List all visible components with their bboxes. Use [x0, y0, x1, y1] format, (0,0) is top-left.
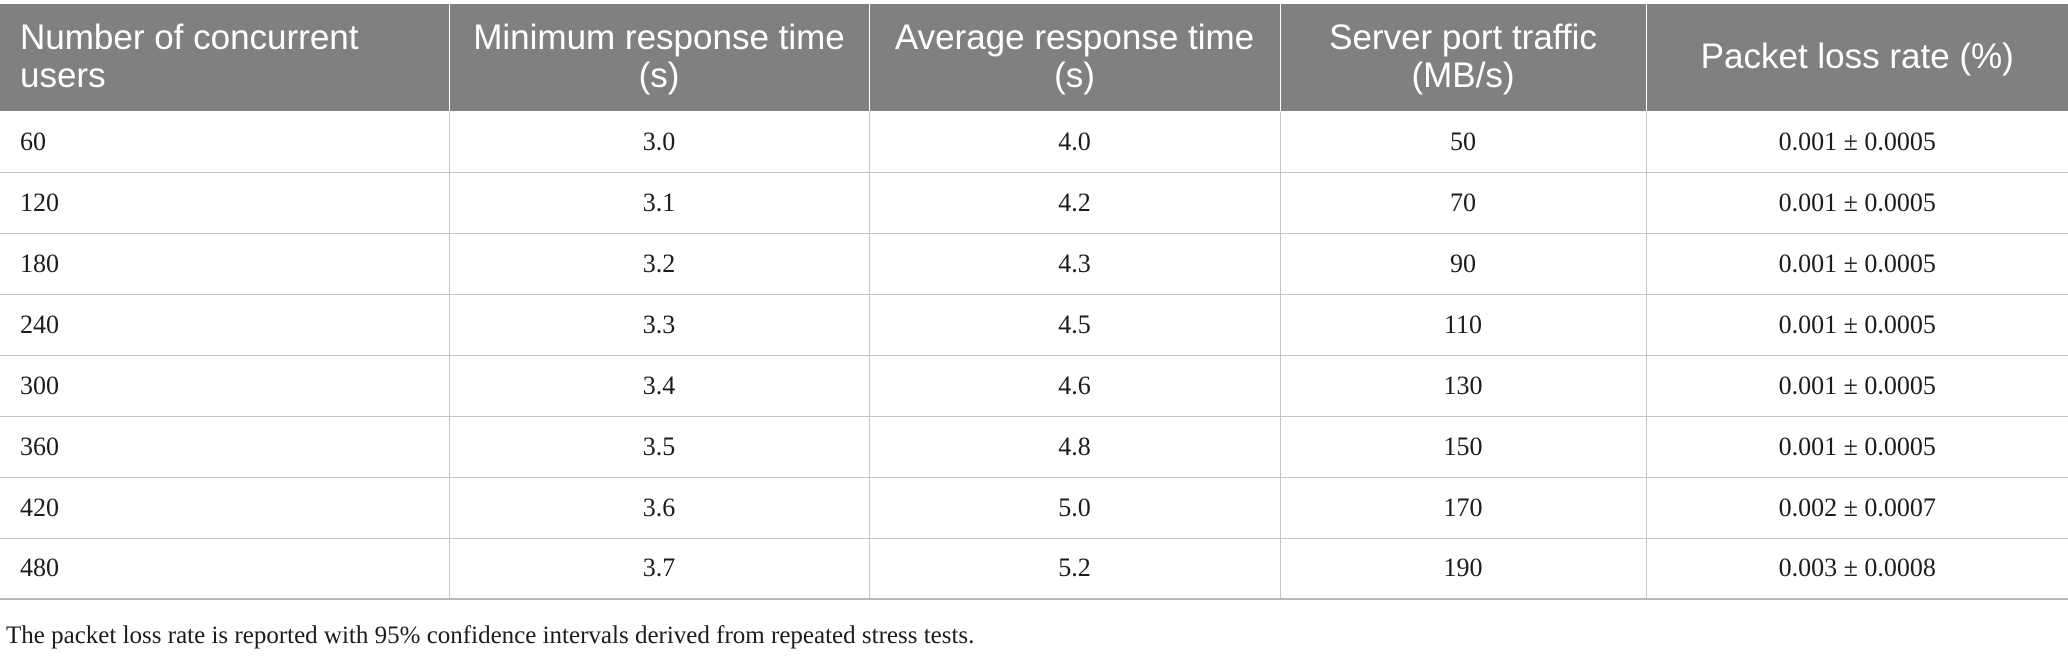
cell-avg-response-time: 5.2	[868, 537, 1281, 600]
cell-server-port-traffic: 110	[1279, 293, 1647, 356]
cell-concurrent-users: 420	[0, 476, 450, 539]
cell-server-port-traffic: 50	[1279, 110, 1647, 173]
cell-concurrent-users: 120	[0, 171, 450, 234]
cell-packet-loss-rate: 0.001 ± 0.0005	[1645, 110, 2068, 173]
header-min-response-time: Minimum response time (s)	[448, 4, 870, 112]
cell-min-response-time: 3.4	[448, 354, 870, 417]
cell-min-response-time: 3.6	[448, 476, 870, 539]
table-row: 420 3.6 5.0 170 0.002 ± 0.0007	[0, 476, 2068, 539]
cell-min-response-time: 3.0	[448, 110, 870, 173]
header-concurrent-users: Number of concurrent users	[0, 4, 450, 112]
header-packet-loss-rate: Packet loss rate (%)	[1645, 4, 2068, 112]
cell-avg-response-time: 4.5	[868, 293, 1281, 356]
table-footnote: The packet loss rate is reported with 95…	[6, 622, 975, 649]
table-container: Number of concurrent users Minimum respo…	[0, 4, 2068, 600]
cell-packet-loss-rate: 0.001 ± 0.0005	[1645, 171, 2068, 234]
cell-concurrent-users: 300	[0, 354, 450, 417]
cell-avg-response-time: 4.8	[868, 415, 1281, 478]
cell-min-response-time: 3.7	[448, 537, 870, 600]
cell-avg-response-time: 4.2	[868, 171, 1281, 234]
table-row: 120 3.1 4.2 70 0.001 ± 0.0005	[0, 171, 2068, 234]
cell-server-port-traffic: 150	[1279, 415, 1647, 478]
table-row: 180 3.2 4.3 90 0.001 ± 0.0005	[0, 232, 2068, 295]
cell-min-response-time: 3.3	[448, 293, 870, 356]
table-header: Number of concurrent users Minimum respo…	[0, 4, 2068, 112]
table-row: 300 3.4 4.6 130 0.001 ± 0.0005	[0, 354, 2068, 417]
cell-packet-loss-rate: 0.001 ± 0.0005	[1645, 354, 2068, 417]
cell-concurrent-users: 480	[0, 537, 450, 600]
cell-concurrent-users: 360	[0, 415, 450, 478]
cell-concurrent-users: 60	[0, 110, 450, 173]
cell-packet-loss-rate: 0.001 ± 0.0005	[1645, 232, 2068, 295]
table-row: 60 3.0 4.0 50 0.001 ± 0.0005	[0, 110, 2068, 173]
cell-avg-response-time: 4.3	[868, 232, 1281, 295]
cell-packet-loss-rate: 0.002 ± 0.0007	[1645, 476, 2068, 539]
cell-server-port-traffic: 70	[1279, 171, 1647, 234]
cell-min-response-time: 3.2	[448, 232, 870, 295]
header-avg-response-time: Average response time (s)	[868, 4, 1281, 112]
cell-server-port-traffic: 190	[1279, 537, 1647, 600]
header-server-port-traffic: Server port traffic (MB/s)	[1279, 4, 1647, 112]
cell-avg-response-time: 4.0	[868, 110, 1281, 173]
table-row: 360 3.5 4.8 150 0.001 ± 0.0005	[0, 415, 2068, 478]
cell-concurrent-users: 240	[0, 293, 450, 356]
cell-server-port-traffic: 130	[1279, 354, 1647, 417]
cell-min-response-time: 3.5	[448, 415, 870, 478]
header-row: Number of concurrent users Minimum respo…	[0, 4, 2068, 112]
table-row: 480 3.7 5.2 190 0.003 ± 0.0008	[0, 537, 2068, 600]
cell-min-response-time: 3.1	[448, 171, 870, 234]
cell-concurrent-users: 180	[0, 232, 450, 295]
cell-packet-loss-rate: 0.001 ± 0.0005	[1645, 293, 2068, 356]
table-body: 60 3.0 4.0 50 0.001 ± 0.0005 120 3.1 4.2…	[0, 110, 2068, 600]
cell-avg-response-time: 5.0	[868, 476, 1281, 539]
table-row: 240 3.3 4.5 110 0.001 ± 0.0005	[0, 293, 2068, 356]
cell-packet-loss-rate: 0.003 ± 0.0008	[1645, 537, 2068, 600]
cell-server-port-traffic: 170	[1279, 476, 1647, 539]
cell-server-port-traffic: 90	[1279, 232, 1647, 295]
cell-packet-loss-rate: 0.001 ± 0.0005	[1645, 415, 2068, 478]
cell-avg-response-time: 4.6	[868, 354, 1281, 417]
performance-table: Number of concurrent users Minimum respo…	[0, 4, 2068, 600]
